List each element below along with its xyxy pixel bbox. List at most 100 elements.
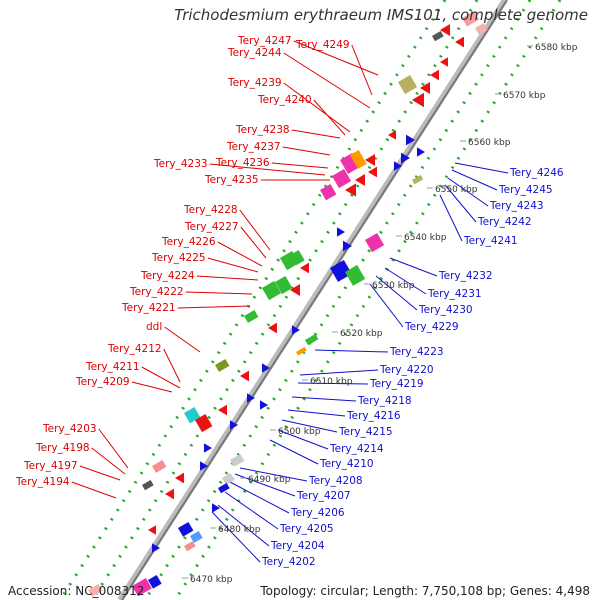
gene-arrow <box>152 543 160 553</box>
label-leader-lines <box>71 40 509 563</box>
gene-arrow <box>300 262 309 274</box>
right-gene-label: Tery_4206 <box>290 507 345 519</box>
left-leader-line <box>291 129 341 139</box>
left-leader-line <box>71 481 117 499</box>
right-leader-line <box>447 177 489 207</box>
right-leader-line <box>287 409 346 417</box>
left-leader-line <box>196 275 259 281</box>
left-gene-label: Tery_4236 <box>215 157 270 169</box>
gene-arrow <box>230 420 238 430</box>
gene-arrow <box>218 404 227 416</box>
gene-box <box>184 541 196 552</box>
gene-arrow <box>430 69 439 81</box>
gene-arrow <box>247 393 255 403</box>
right-leader-line <box>444 184 477 223</box>
gene-box <box>332 168 352 189</box>
gene-box <box>350 150 367 169</box>
left-leader-line <box>282 146 331 156</box>
gene-arrow <box>175 472 184 484</box>
left-gene-label: Tery_4211 <box>85 361 140 373</box>
right-leader-line <box>369 283 404 328</box>
right-gene-label: Tery_4219 <box>369 378 424 390</box>
dotted-guide <box>143 0 532 600</box>
gene-box <box>365 233 385 253</box>
left-leader-line <box>293 40 379 76</box>
genome-backbone <box>117 0 508 600</box>
gene-arrow <box>240 370 249 382</box>
right-leader-line <box>239 467 308 482</box>
left-gene-label: Tery_4224 <box>140 270 195 282</box>
left-gene-label: Tery_4228 <box>183 204 238 216</box>
left-gene-label: Tery_4212 <box>107 343 162 355</box>
gene-arrow <box>212 503 220 513</box>
gene-box <box>275 276 293 295</box>
gene-arrow <box>420 82 430 94</box>
left-gene-label: Tery_4203 <box>42 423 97 435</box>
dotted-guides <box>58 0 562 600</box>
right-leader-line <box>217 504 270 547</box>
gene-arrow <box>343 240 352 252</box>
right-gene-label: Tery_4215 <box>338 426 393 438</box>
kbp-label: 6480 kbp <box>218 525 261 535</box>
left-gene-label: Tery_4198 <box>35 442 90 454</box>
kbp-label: 6510 kbp <box>310 377 353 387</box>
left-leader-line <box>207 257 259 273</box>
gene-arrow <box>365 154 375 166</box>
left-gene-label: ddl <box>146 321 162 333</box>
right-leader-line <box>389 257 438 277</box>
left-leader-line <box>271 162 329 169</box>
kbp-label: 6560 kbp <box>468 138 511 148</box>
map-title: Trichodesmium erythraeum IMS101, complet… <box>174 6 588 24</box>
right-leader-line <box>224 491 279 530</box>
gene-box <box>152 460 167 473</box>
dotted-guide <box>173 0 562 600</box>
gene-arrow <box>401 152 410 164</box>
right-gene-label: Tery_4229 <box>404 321 459 333</box>
gene-box <box>141 480 154 491</box>
left-leader-line <box>177 305 251 309</box>
gene-arrow <box>412 92 424 108</box>
left-leader-line <box>141 366 181 389</box>
right-gene-label: Tery_4232 <box>438 270 493 282</box>
kbp-label: 6580 kbp <box>535 43 578 53</box>
gene-arrow <box>345 183 356 197</box>
right-gene-label: Tery_4208 <box>308 475 363 487</box>
left-leader-line <box>283 52 371 109</box>
right-gene-label: Tery_4231 <box>427 288 482 300</box>
gene-arrow <box>260 400 268 410</box>
kbp-label: 6490 kbp <box>248 475 291 485</box>
right-gene-label: Tery_4207 <box>296 490 351 502</box>
gene-box <box>190 530 203 543</box>
gene-box <box>462 10 480 27</box>
right-leader-line <box>269 439 319 465</box>
left-leader-line <box>313 99 346 136</box>
gene-box <box>289 250 305 266</box>
right-gene-label: Tery_4218 <box>357 395 412 407</box>
left-gene-label: Tery_4233 <box>153 158 208 170</box>
kbp-label: 6500 kbp <box>278 427 321 437</box>
dotted-guide <box>58 0 447 600</box>
gene-arrow <box>368 166 377 178</box>
right-leader-line <box>384 267 427 295</box>
left-leader-line <box>217 241 263 267</box>
gene-arrow <box>455 36 464 48</box>
left-leader-line <box>185 291 253 295</box>
gene-arrow <box>204 443 212 453</box>
gene-box <box>320 184 337 201</box>
left-gene-label: Tery_4235 <box>204 174 259 186</box>
right-leader-line <box>277 429 329 450</box>
left-gene-label: Tery_4197 <box>23 460 78 472</box>
right-gene-label: Tery_4246 <box>509 167 564 179</box>
right-gene-label: Tery_4214 <box>329 443 384 455</box>
left-gene-label: Tery_4225 <box>151 252 206 264</box>
left-leader-line <box>239 209 271 251</box>
right-gene-label: Tery_4242 <box>477 216 532 228</box>
right-leader-line <box>291 396 357 402</box>
gene-box <box>222 473 235 485</box>
left-gene-label: Tery_4222 <box>129 286 184 298</box>
kbp-label: 6530 kbp <box>372 281 415 291</box>
kbp-label: 6520 kbp <box>340 329 383 339</box>
kbp-label: 6470 kbp <box>190 575 233 585</box>
right-gene-label: Tery_4241 <box>463 235 518 247</box>
left-gene-label: Tery_4239 <box>227 77 282 89</box>
